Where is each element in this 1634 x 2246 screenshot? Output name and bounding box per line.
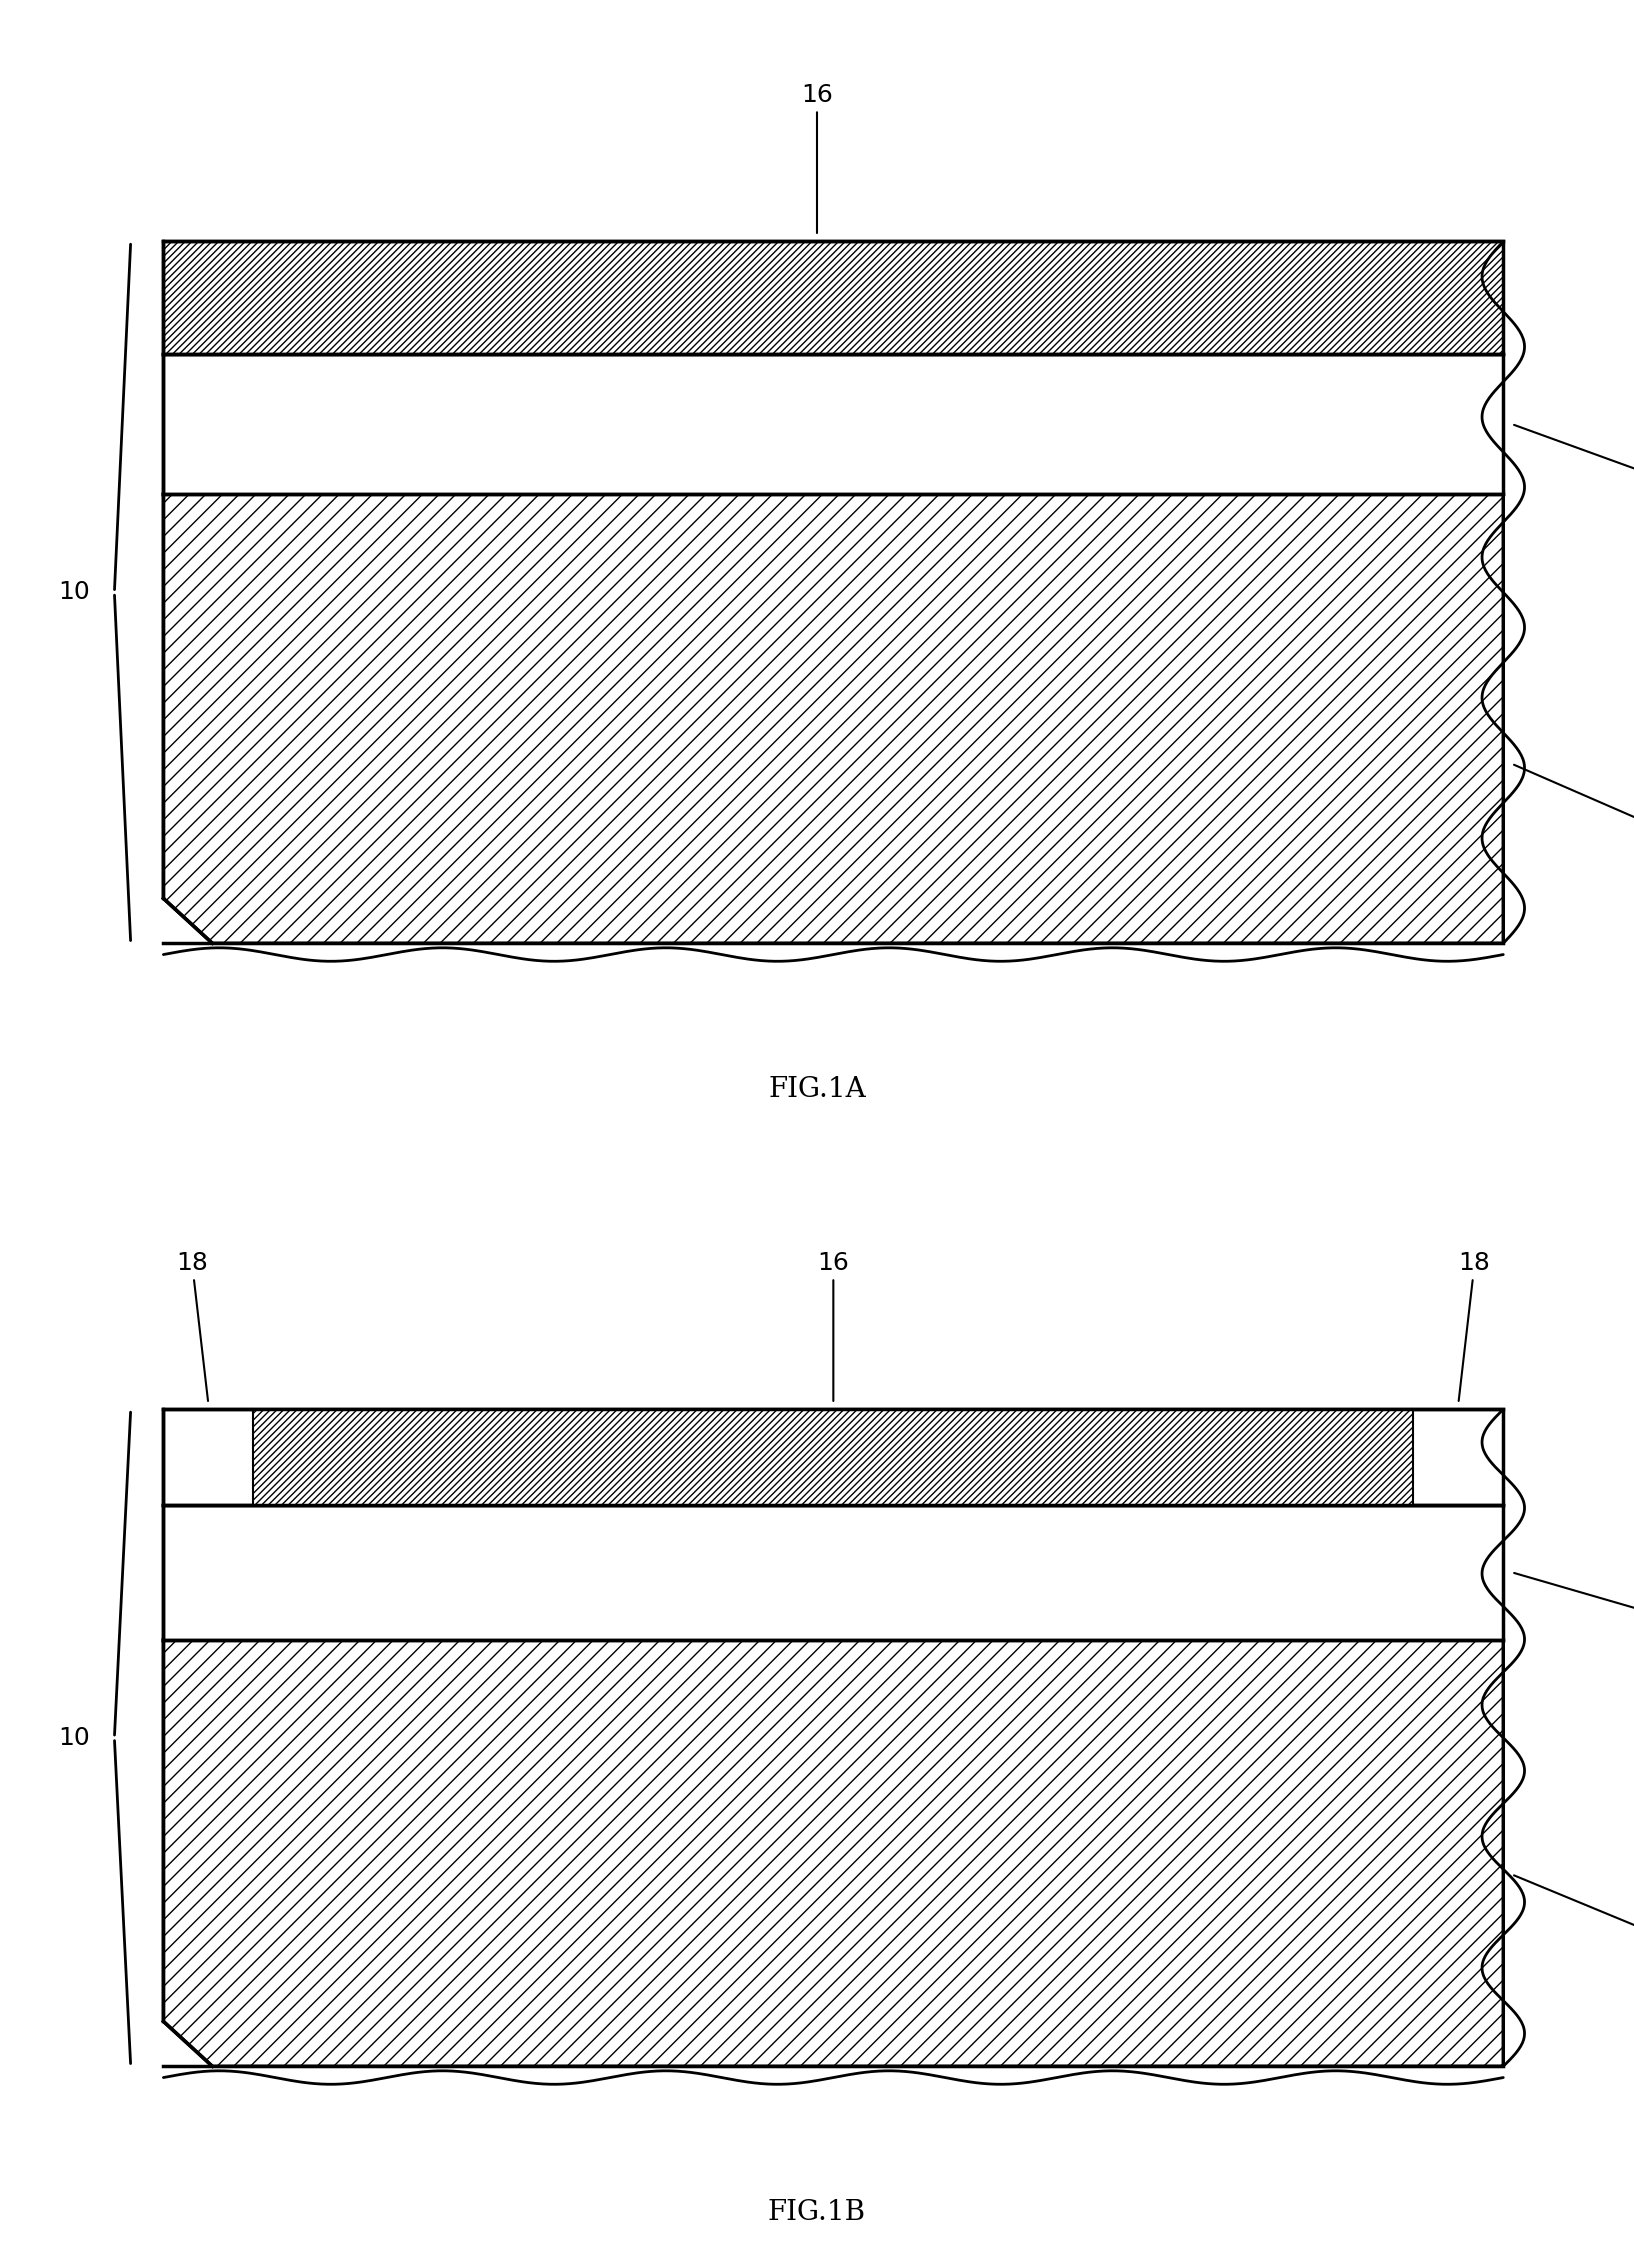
Polygon shape	[163, 353, 1503, 494]
Bar	[253, 1410, 1413, 1505]
Text: FIG.1A: FIG.1A	[768, 1076, 866, 1103]
Text: 16: 16	[801, 83, 833, 234]
Polygon shape	[163, 494, 1503, 943]
Text: 10: 10	[59, 1725, 90, 1750]
Text: 12: 12	[1515, 764, 1634, 842]
Text: 18: 18	[176, 1251, 208, 1402]
Text: FIG.1B: FIG.1B	[768, 2199, 866, 2226]
Polygon shape	[163, 243, 1503, 353]
Text: 14: 14	[1515, 424, 1634, 492]
Text: 18: 18	[1459, 1251, 1490, 1402]
Text: 14: 14	[1515, 1572, 1634, 1628]
Polygon shape	[163, 1505, 1503, 1640]
Bar	[163, 1410, 1503, 1505]
Text: 10: 10	[59, 579, 90, 604]
Text: 16: 16	[817, 1251, 850, 1402]
Text: 12: 12	[1515, 1875, 1634, 1950]
Polygon shape	[163, 1640, 1503, 2066]
